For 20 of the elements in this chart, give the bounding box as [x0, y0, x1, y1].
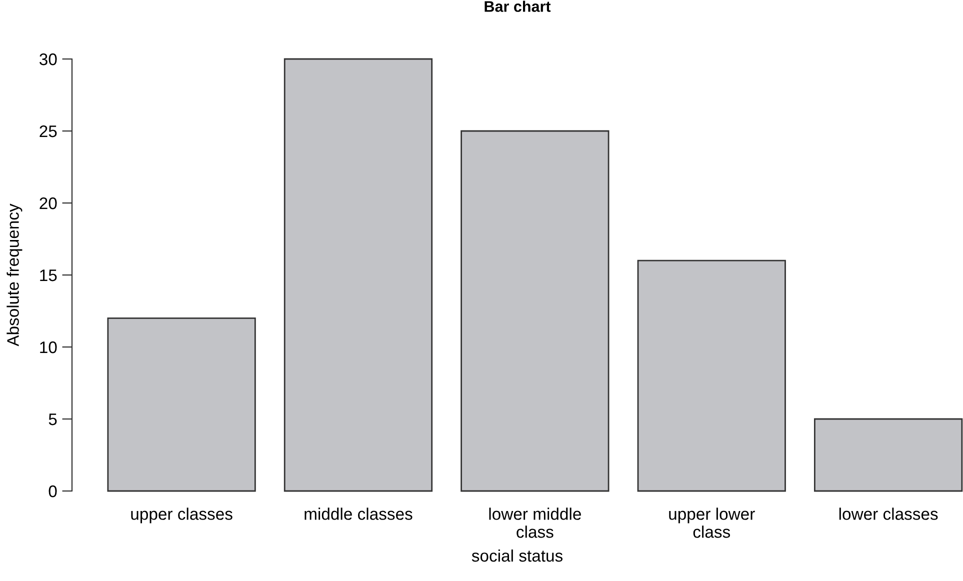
x-tick-label: lower classes — [839, 508, 938, 520]
y-axis-title: Absolute frequency — [6, 204, 22, 346]
x-tick-label: upper classes — [131, 508, 232, 524]
y-tick-label: 25 — [40, 125, 57, 138]
y-tick-label: 30 — [40, 53, 57, 66]
bar — [637, 260, 786, 492]
y-tick-label: 20 — [40, 197, 57, 210]
x-axis-title: social status — [472, 549, 563, 562]
x-tick-label: lower middle class — [489, 508, 581, 538]
x-tick-label: middle classes — [304, 508, 412, 520]
y-tick-label: 5 — [48, 414, 57, 426]
y-tick-label: 10 — [40, 341, 57, 354]
bar — [460, 130, 610, 492]
y-tick-label: 15 — [40, 270, 57, 282]
y-tick-label: 0 — [48, 485, 57, 498]
chart-title: Bar chart — [484, 0, 551, 12]
bar — [284, 58, 433, 492]
x-tick-label: upper lower class — [669, 508, 755, 538]
bar — [814, 418, 963, 492]
bar — [107, 318, 256, 492]
